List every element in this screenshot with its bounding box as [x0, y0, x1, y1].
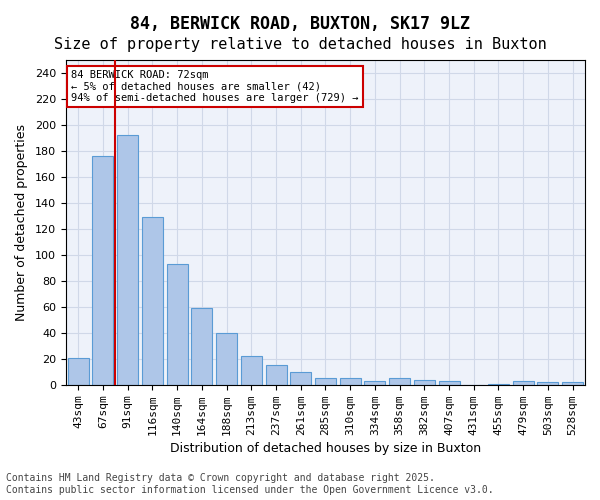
Bar — [92, 156, 113, 385]
Text: 84, BERWICK ROAD, BUXTON, SK17 9LZ: 84, BERWICK ROAD, BUXTON, SK17 9LZ — [130, 15, 470, 33]
Bar — [512, 381, 534, 385]
Y-axis label: Number of detached properties: Number of detached properties — [15, 124, 28, 321]
Text: Size of property relative to detached houses in Buxton: Size of property relative to detached ho… — [53, 38, 547, 52]
Bar — [117, 136, 138, 385]
Bar — [414, 380, 435, 385]
Text: Contains HM Land Registry data © Crown copyright and database right 2025.
Contai: Contains HM Land Registry data © Crown c… — [6, 474, 494, 495]
X-axis label: Distribution of detached houses by size in Buxton: Distribution of detached houses by size … — [170, 442, 481, 455]
Bar — [389, 378, 410, 385]
Bar — [364, 381, 385, 385]
Bar — [68, 358, 89, 385]
Bar — [315, 378, 336, 385]
Bar — [439, 381, 460, 385]
Bar — [488, 384, 509, 385]
Bar — [142, 217, 163, 385]
Bar — [167, 264, 188, 385]
Bar — [538, 382, 559, 385]
Bar — [216, 333, 237, 385]
Bar — [340, 378, 361, 385]
Bar — [241, 356, 262, 385]
Bar — [290, 372, 311, 385]
Bar — [191, 308, 212, 385]
Text: 84 BERWICK ROAD: 72sqm
← 5% of detached houses are smaller (42)
94% of semi-deta: 84 BERWICK ROAD: 72sqm ← 5% of detached … — [71, 70, 359, 103]
Bar — [266, 366, 287, 385]
Bar — [562, 382, 583, 385]
